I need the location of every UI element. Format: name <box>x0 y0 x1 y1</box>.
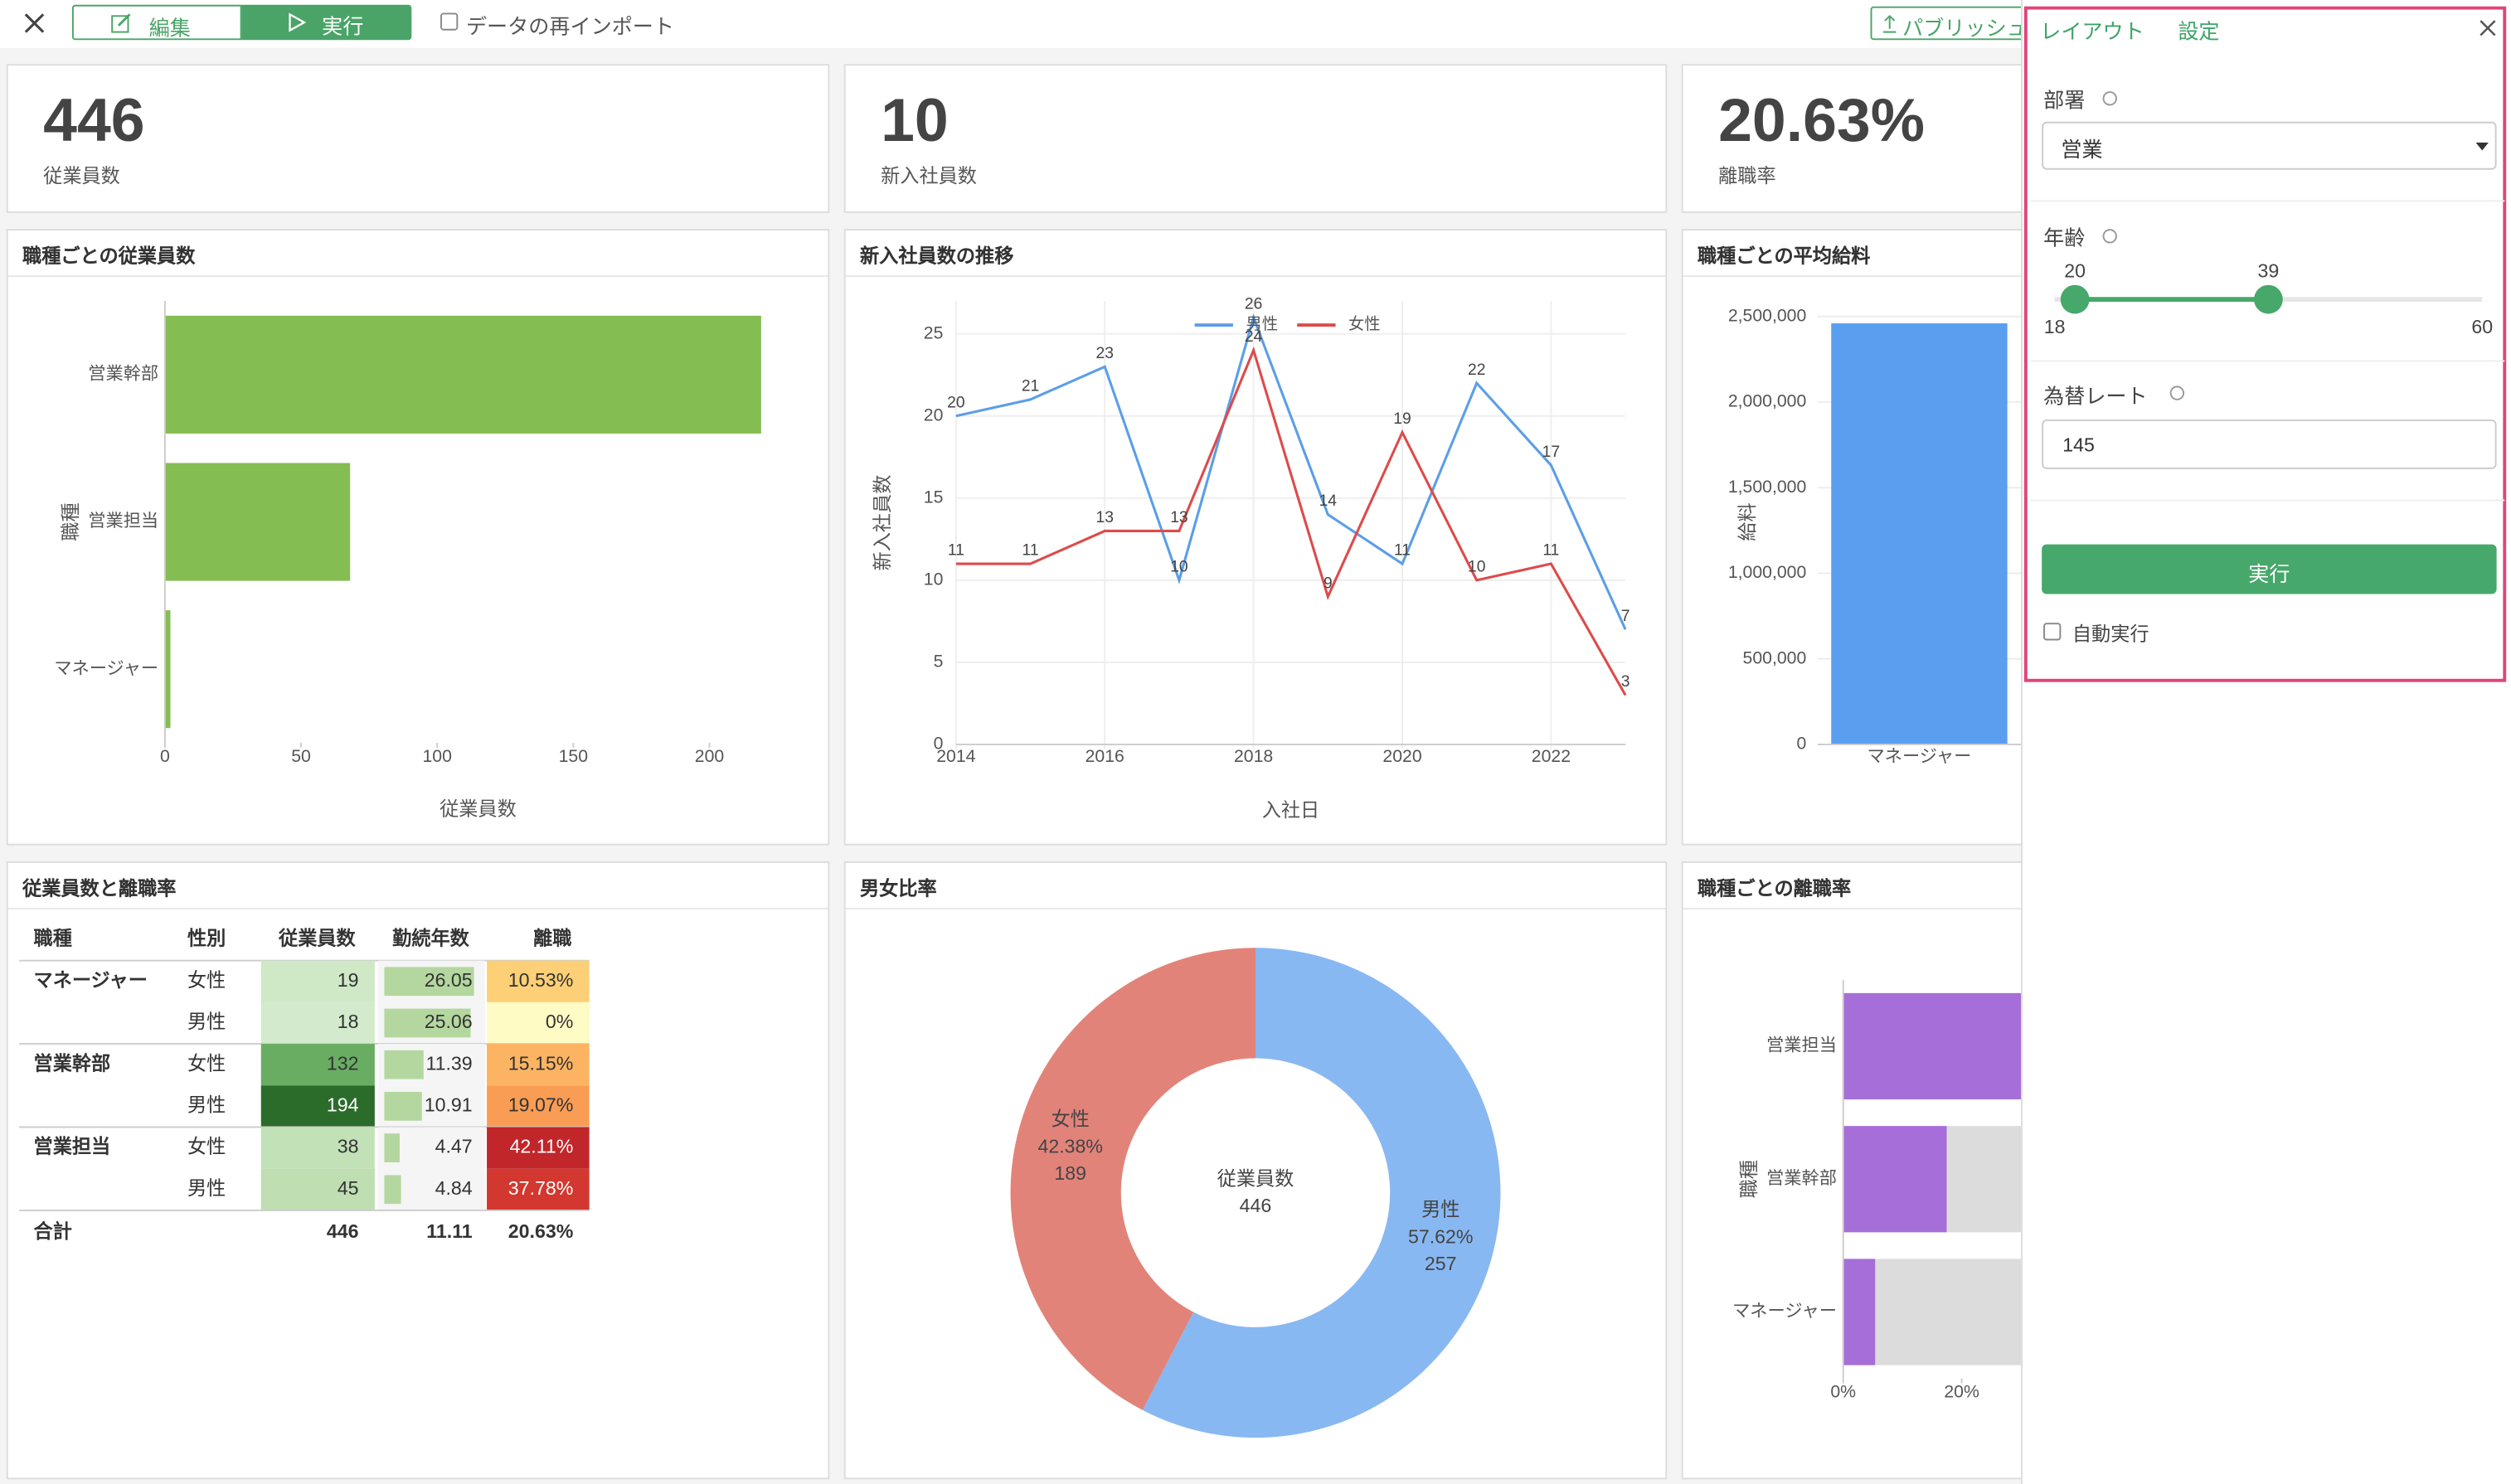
panel-title: 職種ごとの平均給料 <box>1697 245 1871 268</box>
select-value: 営業 <box>2061 138 2103 162</box>
reimport-label: データの再インポート <box>465 14 675 39</box>
sidebar <box>2021 0 2511 1484</box>
kpi-value: 10 <box>881 88 949 156</box>
slider-knob[interactable] <box>2060 284 2090 314</box>
panel-title: 従業員数と離職率 <box>22 877 177 900</box>
kpi-label: 従業員数 <box>43 164 120 187</box>
field-label: 年齢 <box>2043 226 2086 250</box>
kpi-card: 446 従業員数 <box>6 64 830 213</box>
separator <box>2030 200 2505 202</box>
panel-title: 新入社員数の推移 <box>860 245 1014 268</box>
play-icon <box>289 12 306 32</box>
gear-icon[interactable] <box>2102 91 2117 106</box>
field-label: 為替レート <box>2043 384 2148 409</box>
rate-input[interactable]: 145 <box>2042 419 2497 469</box>
kpi-label: 離職率 <box>1718 164 1776 187</box>
chart-panel: 男女比率 <box>843 861 1668 1480</box>
kpi-label: 新入社員数 <box>881 164 978 187</box>
gear-icon[interactable] <box>2102 229 2117 244</box>
reimport-checkbox[interactable] <box>440 12 459 31</box>
separator <box>2030 499 2505 502</box>
field-label: 部署 <box>2043 88 2086 113</box>
panel-title: 職種ごとの従業員数 <box>22 245 196 268</box>
table-panel: 従業員数と離職率 <box>6 861 830 1480</box>
chart-panel: 職種ごとの従業員数 <box>6 229 830 846</box>
tab[interactable]: レイアウト <box>2040 19 2144 44</box>
chart-panel: 新入社員数の推移 <box>843 229 1668 846</box>
highlight-box <box>2023 6 2507 682</box>
run-label: 実行 <box>2248 561 2290 586</box>
department-select[interactable]: 営業 <box>2042 121 2497 170</box>
slider-bound: 60 <box>2471 316 2493 337</box>
auto-run-label: 自動実行 <box>2071 623 2149 646</box>
edit-button[interactable]: 編集 <box>71 4 242 41</box>
gear-icon[interactable] <box>2169 386 2185 400</box>
slider-knob[interactable] <box>2254 284 2283 314</box>
panel-title: 職種ごとの離職率 <box>1697 877 1852 900</box>
edit-icon <box>111 13 131 33</box>
sidebar-close[interactable] <box>2479 19 2496 36</box>
upload-icon <box>1882 14 1897 33</box>
age-slider[interactable]: 20 39 18 60 <box>2021 256 2511 352</box>
publish-label: パブリッシュ <box>1902 16 2028 41</box>
run-mode-button[interactable]: 実行 <box>241 4 412 41</box>
slider-bound: 18 <box>2044 316 2066 337</box>
run-mode-label: 実行 <box>322 14 364 39</box>
caret <box>2475 142 2489 151</box>
close-button[interactable] <box>24 12 45 33</box>
kpi-value: 20.63% <box>1718 88 1925 156</box>
kpi-card: 10 新入社員数 <box>843 64 1668 213</box>
slider-value: 20 <box>2064 259 2086 281</box>
publish-button[interactable]: パブリッシュ <box>1870 6 2047 41</box>
slider-value: 39 <box>2258 259 2280 281</box>
kpi-value: 446 <box>43 88 145 156</box>
edit-label: 編集 <box>148 16 191 41</box>
input-value: 145 <box>2062 434 2095 457</box>
tab[interactable]: 設定 <box>2178 19 2220 44</box>
separator <box>2030 360 2505 362</box>
run-button[interactable]: 実行 <box>2042 544 2497 594</box>
auto-run-checkbox[interactable] <box>2043 623 2062 641</box>
panel-title: 男女比率 <box>860 877 937 900</box>
